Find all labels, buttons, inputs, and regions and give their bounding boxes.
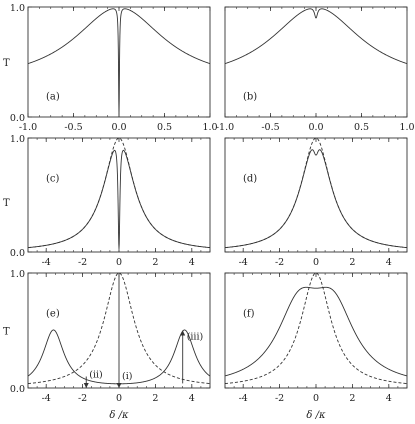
- x-tick-label: 1.0: [202, 122, 217, 133]
- panel-label: (d): [243, 173, 257, 184]
- x-tick-label: -4: [42, 257, 51, 268]
- y-tick-label: 1.0: [10, 3, 25, 14]
- x-tick-label: 2: [152, 257, 158, 268]
- x-tick-label: 0.0: [111, 122, 126, 133]
- y-axis-label: T: [3, 198, 10, 209]
- plot-frame: [224, 272, 408, 389]
- x-tick-label: 0: [116, 257, 122, 268]
- panel-c: -4 -2 0 2 4 0.0 1.0 T (c): [3, 134, 211, 268]
- y-axis-label: T: [3, 58, 10, 69]
- series-group: [28, 8, 210, 116]
- x-tick-label: 0: [313, 257, 319, 268]
- y-tick-label: 1.0: [10, 269, 25, 280]
- y-tick-label: 0.0: [10, 113, 25, 124]
- series-line-solid: [225, 8, 407, 65]
- panel-f: -4 -2 0 2 4 δ /κ (f): [224, 272, 408, 421]
- series-line-solid: [28, 149, 210, 249]
- annotation-arrowhead: [83, 383, 89, 388]
- x-tick-label: 2: [152, 393, 158, 404]
- series-line-dashed: [28, 137, 210, 249]
- x-axis-label: δ /κ: [109, 410, 129, 421]
- x-tick-label: 4: [189, 393, 195, 404]
- x-tick-label: -1.0: [19, 122, 37, 133]
- x-tick-label: -0.5: [261, 122, 279, 133]
- panel-label: (c): [46, 173, 60, 184]
- series-line-dashed: [225, 272, 407, 385]
- x-tick-label: -4: [239, 257, 248, 268]
- panel-label: (b): [243, 91, 257, 102]
- y-tick-label: 0.0: [10, 248, 25, 259]
- x-tick-label: 4: [189, 257, 195, 268]
- y-axis-label: T: [3, 327, 10, 338]
- annotation-label: (iii): [187, 332, 204, 343]
- x-tick-label: -2: [275, 257, 284, 268]
- x-tick-label: 1.0: [399, 122, 414, 133]
- x-tick-label: 0.5: [157, 122, 172, 133]
- x-tick-label: 0: [116, 393, 122, 404]
- x-tick-label: 2: [349, 393, 355, 404]
- series-line-solid: [225, 286, 407, 377]
- annotation-arrowhead: [116, 383, 122, 388]
- x-tick-label: 0.5: [354, 122, 369, 133]
- y-tick-label: 0.0: [10, 384, 25, 395]
- x-tick-label: -4: [42, 393, 51, 404]
- x-tick-label: 2: [349, 257, 355, 268]
- annotation-arrowhead: [180, 330, 186, 336]
- series-group: [225, 8, 407, 65]
- annotation-label: (i): [122, 371, 132, 382]
- x-tick-label: 4: [386, 393, 392, 404]
- panel-label: (a): [46, 91, 60, 102]
- annotation-label: (ii): [89, 370, 103, 381]
- panel-d: -4 -2 0 2 4 (d): [224, 137, 408, 268]
- series-group: [28, 137, 210, 249]
- panel-label: (f): [243, 309, 255, 320]
- x-tick-label: -2: [78, 257, 87, 268]
- series-line-dashed: [225, 137, 407, 249]
- x-tick-label: -4: [239, 393, 248, 404]
- panel-e: -4 -2 0 2 4 0.0 1.0 Tδ /κ (i) (ii) (iii) (e): [3, 269, 211, 421]
- series-line-dashed: [28, 272, 210, 385]
- panel-label: (e): [46, 309, 60, 320]
- x-tick-label: -2: [78, 393, 87, 404]
- x-tick-label: 4: [386, 257, 392, 268]
- x-tick-label: -0.5: [64, 122, 82, 133]
- x-tick-label: -1.0: [216, 122, 234, 133]
- series-line-solid: [28, 8, 210, 116]
- x-tick-label: 0: [313, 393, 319, 404]
- series-group: [225, 272, 407, 385]
- panel-b: -1.0 -0.5 0.0 0.5 1.0 (b): [216, 6, 415, 133]
- x-tick-label: 0.0: [308, 122, 323, 133]
- y-tick-label: 1.0: [10, 134, 25, 145]
- series-line-solid: [225, 149, 407, 249]
- x-axis-label: δ /κ: [306, 410, 326, 421]
- x-tick-label: -2: [275, 393, 284, 404]
- panel-a: -1.0 -0.5 0.0 0.5 1.0 0.0 1.0 T (a): [3, 3, 218, 133]
- series-group: [225, 137, 407, 249]
